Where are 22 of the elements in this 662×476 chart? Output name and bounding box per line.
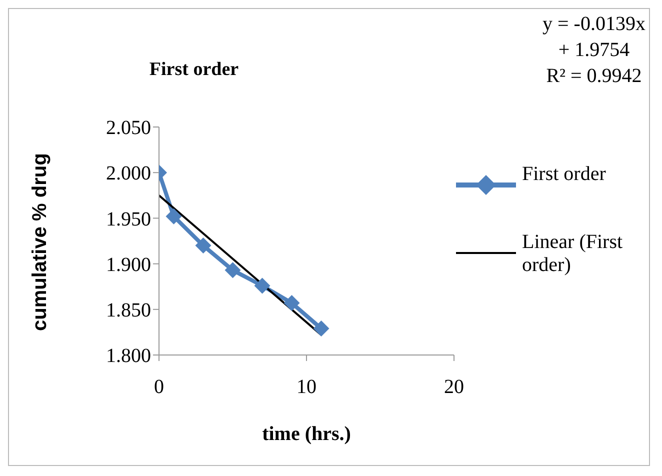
chart-title: First order xyxy=(148,59,240,81)
y-tick-label: 2.000 xyxy=(106,162,151,185)
y-tick-label: 2.050 xyxy=(106,117,151,140)
y-tick-label: 1.900 xyxy=(106,254,151,276)
point xyxy=(254,278,270,294)
y-axis-title: cumulative % drug xyxy=(29,153,52,331)
point xyxy=(195,238,212,254)
point xyxy=(166,208,182,224)
point xyxy=(313,320,330,337)
legend-label: Linear (First order) xyxy=(522,231,624,277)
x-tick-label: 20 xyxy=(444,376,464,398)
x-tick-label: 0 xyxy=(154,376,164,398)
point xyxy=(284,295,300,312)
y-tick-label: 1.800 xyxy=(106,345,151,368)
y-tick-label: 1.850 xyxy=(106,300,151,322)
point xyxy=(224,262,241,278)
text: R² = 0.9942 xyxy=(545,64,643,89)
y-tick-label: 1.950 xyxy=(106,208,151,230)
legend-label: First order xyxy=(522,163,606,186)
text: y = -0.0139x + 1.9754 xyxy=(542,12,646,63)
x-tick-label: 10 xyxy=(296,376,316,398)
x-axis-title: time (hrs.) xyxy=(262,423,351,445)
